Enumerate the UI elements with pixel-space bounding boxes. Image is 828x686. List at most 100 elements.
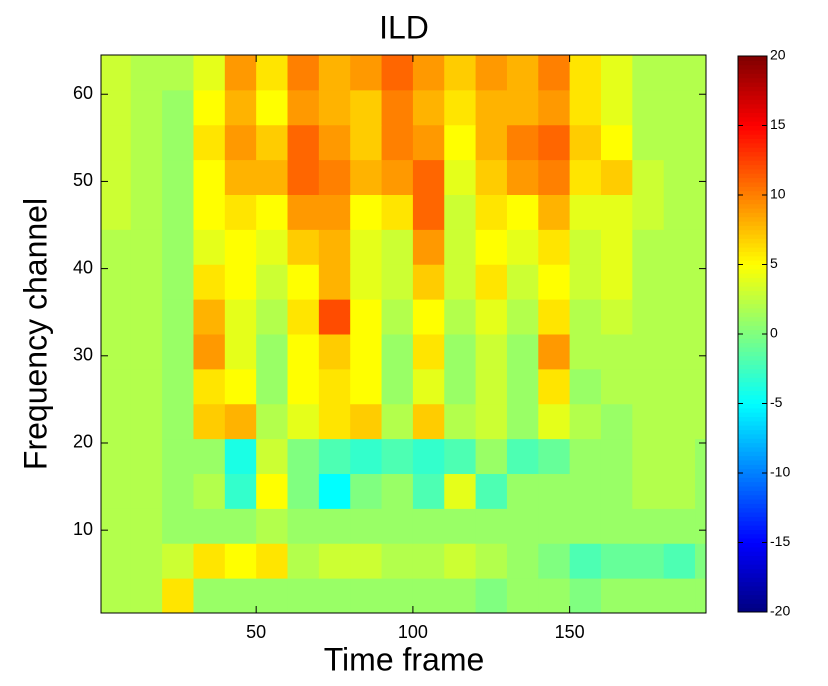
- heatmap-cell: [663, 229, 696, 265]
- colorbar-step: [738, 403, 767, 409]
- colorbar-step: [738, 473, 767, 478]
- heatmap-cell: [412, 229, 445, 265]
- heatmap-cell: [256, 368, 289, 405]
- heatmap-cell: [569, 299, 602, 335]
- heatmap-cell: [695, 403, 706, 440]
- heatmap-cell: [101, 229, 132, 265]
- heatmap-cell: [256, 299, 289, 335]
- heatmap-cell: [538, 438, 571, 474]
- heatmap-cell: [506, 229, 539, 265]
- heatmap-cell: [600, 473, 633, 509]
- colorbar-step: [738, 607, 767, 613]
- colorbar-step: [738, 264, 767, 270]
- colorbar-step: [738, 147, 767, 153]
- heatmap-cell: [506, 264, 539, 300]
- colorbar-step: [738, 577, 767, 583]
- colorbar-step: [738, 555, 767, 561]
- heatmap-cell: [256, 229, 289, 265]
- colorbar-step: [738, 251, 767, 257]
- heatmap-cell: [256, 159, 289, 195]
- heatmap-cell: [632, 368, 665, 405]
- heatmap-cell: [287, 368, 320, 405]
- y-tick-label: 20: [73, 432, 93, 452]
- heatmap-cell: [318, 55, 351, 91]
- heatmap-cell: [412, 368, 445, 405]
- heatmap-cell: [256, 124, 289, 161]
- colorbar-step: [738, 203, 767, 209]
- heatmap-cell: [695, 543, 706, 579]
- heatmap-cell: [444, 508, 477, 544]
- heatmap-cell: [224, 368, 257, 405]
- heatmap-cell: [350, 89, 383, 126]
- heatmap-cell: [350, 368, 383, 405]
- heatmap-cell: [695, 159, 706, 195]
- heatmap-cell: [632, 334, 665, 370]
- heatmap-cell: [663, 334, 696, 370]
- heatmap-cell: [350, 508, 383, 544]
- heatmap-cell: [695, 438, 706, 474]
- heatmap-cell: [381, 264, 414, 300]
- heatmap-cell: [632, 543, 665, 579]
- heatmap-cell: [287, 159, 320, 195]
- heatmap-cell: [632, 299, 665, 335]
- colorbar-step: [738, 394, 767, 400]
- heatmap-cell: [287, 229, 320, 265]
- heatmap-cell: [130, 578, 163, 613]
- colorbar-step: [738, 281, 767, 287]
- heatmap-cell: [350, 124, 383, 161]
- heatmap-cell: [538, 543, 571, 579]
- heatmap-cell: [506, 473, 539, 509]
- colorbar-step: [738, 390, 767, 396]
- heatmap-cell: [538, 508, 571, 544]
- heatmap-cell: [381, 229, 414, 265]
- heatmap-cell: [632, 89, 665, 126]
- heatmap-cell: [350, 438, 383, 474]
- colorbar-step: [738, 229, 767, 235]
- heatmap-cell: [569, 229, 602, 265]
- heatmap-cell: [475, 473, 508, 509]
- heatmap-cell: [632, 264, 665, 300]
- heatmap-cell: [381, 55, 414, 91]
- heatmap-cell: [101, 508, 132, 544]
- colorbar-step: [738, 529, 767, 535]
- y-tick-label: 30: [73, 345, 93, 365]
- heatmap-cell: [538, 89, 571, 126]
- heatmap-cell: [256, 264, 289, 300]
- colorbar-step: [738, 412, 767, 418]
- colorbar-step: [738, 538, 767, 543]
- heatmap-cell: [381, 438, 414, 474]
- heatmap-cell: [193, 299, 226, 335]
- heatmap-cell: [256, 55, 289, 91]
- heatmap-cell: [663, 264, 696, 300]
- heatmap-cell: [162, 403, 194, 440]
- colorbar-step: [738, 559, 767, 565]
- colorbar-step: [738, 129, 767, 135]
- heatmap-cell: [101, 334, 132, 370]
- colorbar-step: [738, 155, 767, 161]
- heatmap-cell: [475, 543, 508, 579]
- heatmap-cell: [663, 543, 696, 579]
- colorbar-step: [738, 585, 767, 591]
- colorbar-step: [738, 442, 767, 448]
- heatmap-cell: [130, 368, 163, 405]
- colorbar-step: [738, 564, 767, 570]
- heatmap-cell: [130, 403, 163, 440]
- heatmap-cell: [600, 124, 633, 161]
- heatmap-cell: [287, 194, 320, 230]
- colorbar-step: [738, 477, 767, 483]
- plot-frame: [100, 54, 707, 614]
- heatmap-cell: [224, 299, 257, 335]
- heatmap-cell: [287, 124, 320, 161]
- colorbar-step: [738, 590, 767, 596]
- heatmap-cell: [538, 578, 571, 613]
- colorbar-step: [738, 433, 767, 439]
- heatmap-cell: [663, 403, 696, 440]
- heatmap-cell: [162, 508, 194, 544]
- heatmap-cell: [475, 578, 508, 613]
- heatmap-cell: [224, 543, 257, 579]
- heatmap-cell: [569, 403, 602, 440]
- heatmap-cell: [224, 89, 257, 126]
- colorbar-tick-label: -10: [770, 464, 790, 480]
- heatmap-cell: [318, 473, 351, 509]
- heatmap-cell: [444, 368, 477, 405]
